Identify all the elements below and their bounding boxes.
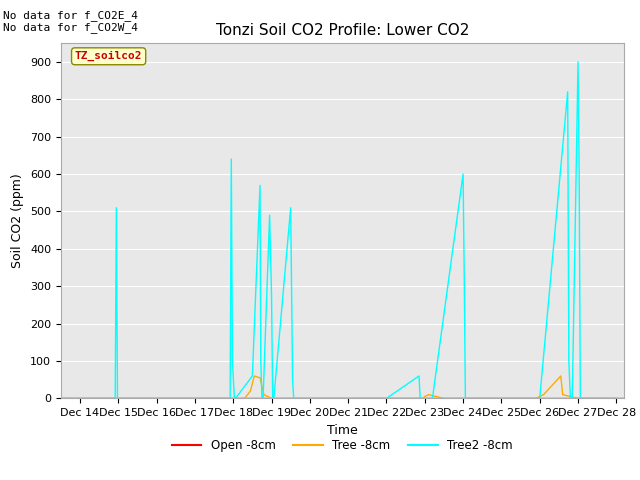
Legend: Open -8cm, Tree -8cm, Tree2 -8cm: Open -8cm, Tree -8cm, Tree2 -8cm [167,434,518,456]
X-axis label: Time: Time [327,424,358,437]
Y-axis label: Soil CO2 (ppm): Soil CO2 (ppm) [12,173,24,268]
Title: Tonzi Soil CO2 Profile: Lower CO2: Tonzi Soil CO2 Profile: Lower CO2 [216,23,469,38]
Text: No data for f_CO2E_4: No data for f_CO2E_4 [3,11,138,22]
Text: No data for f_CO2W_4: No data for f_CO2W_4 [3,22,138,33]
Text: TZ_soilco2: TZ_soilco2 [75,51,142,61]
